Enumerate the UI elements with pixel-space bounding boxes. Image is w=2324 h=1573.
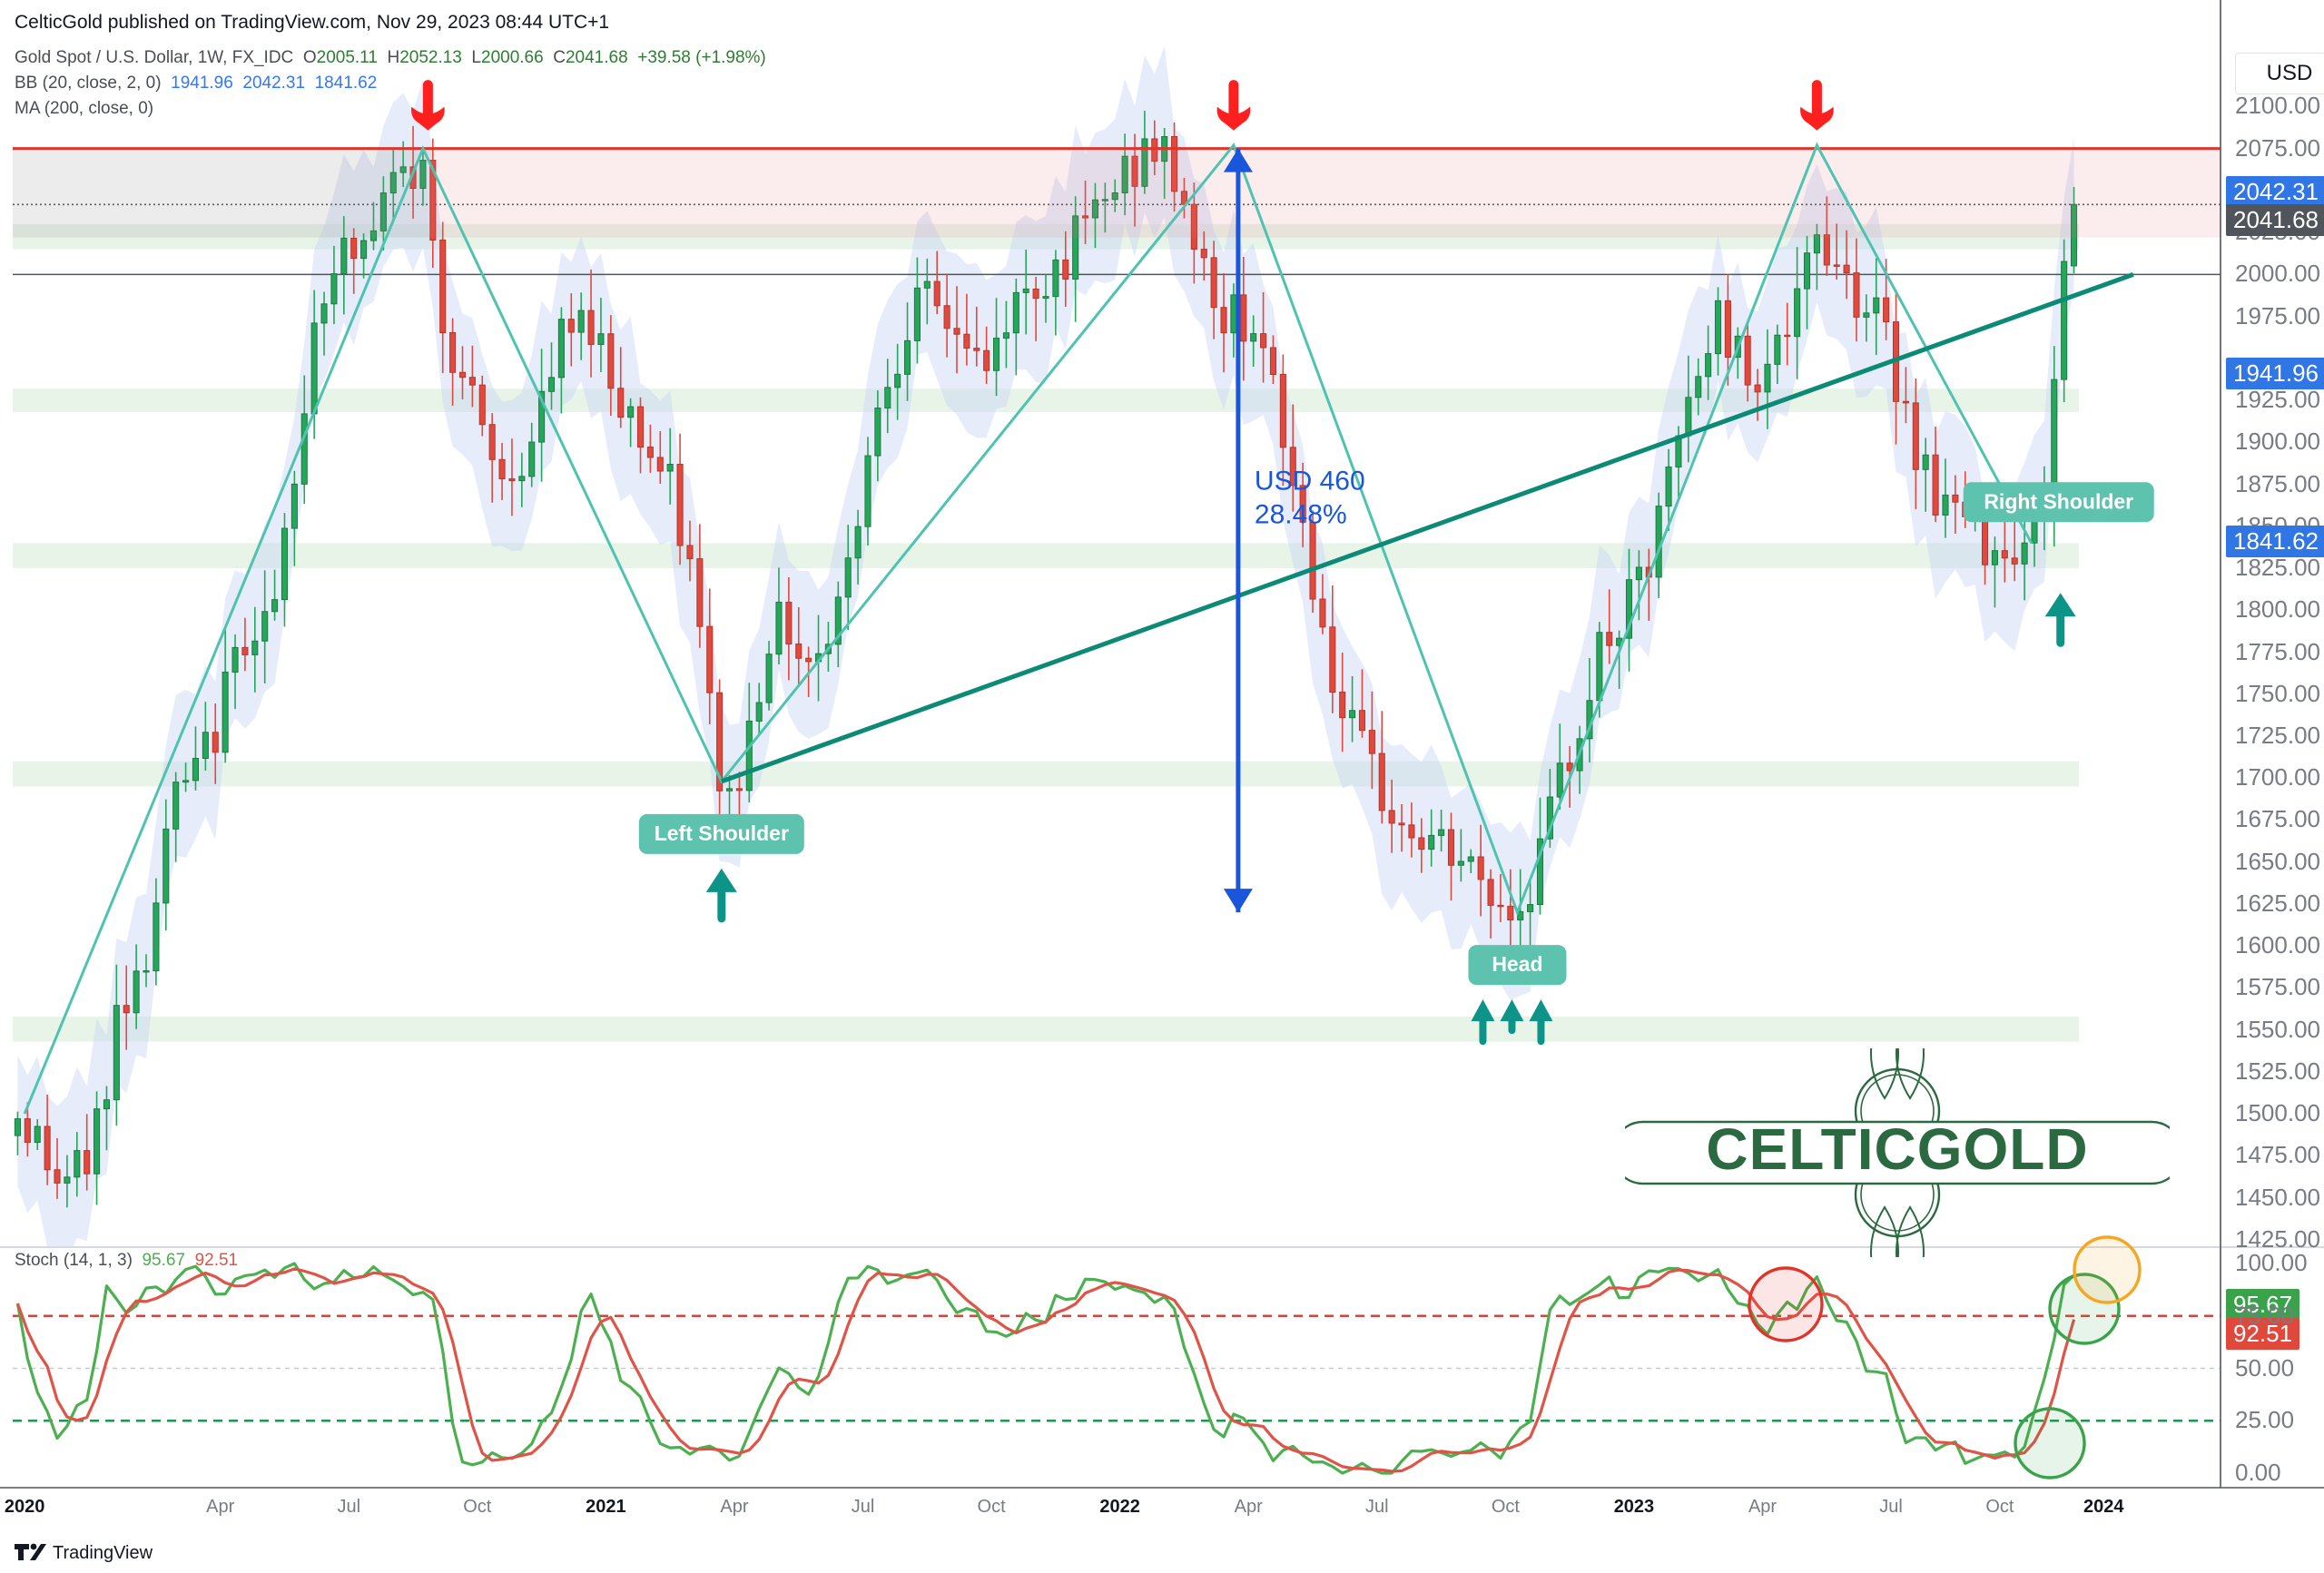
svg-text:TradingView: TradingView bbox=[53, 1543, 153, 1563]
